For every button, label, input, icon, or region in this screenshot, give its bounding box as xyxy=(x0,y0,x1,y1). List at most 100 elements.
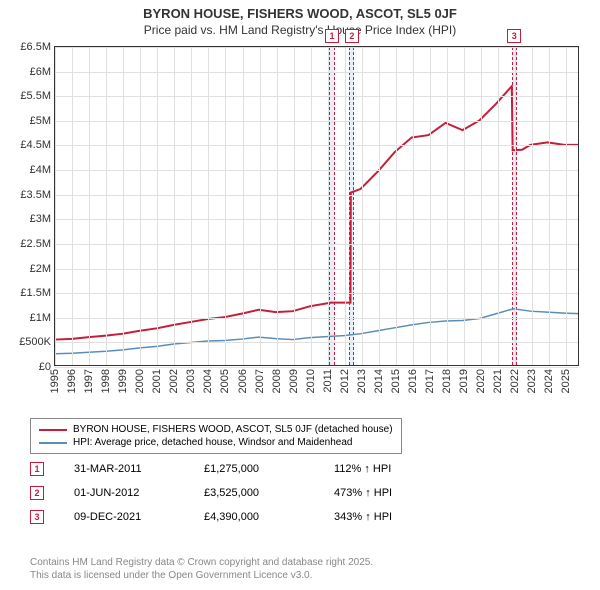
grid-line-v xyxy=(174,47,175,365)
grid-line-v xyxy=(413,47,414,365)
y-tick-label: £6M xyxy=(30,66,51,78)
grid-line-v xyxy=(396,47,397,365)
chart-area: £0£500K£1M£1.5M£2M£2.5M£3M£3.5M£4M£4.5M£… xyxy=(54,46,579,366)
marker-box: 3 xyxy=(507,29,521,43)
chart-title: BYRON HOUSE, FISHERS WOOD, ASCOT, SL5 0J… xyxy=(0,6,600,21)
event-date: 01-JUN-2012 xyxy=(74,487,174,499)
y-tick-label: £5.5M xyxy=(20,90,51,102)
x-tick-label: 2007 xyxy=(254,369,266,393)
grid-line-h xyxy=(55,96,578,97)
grid-line-h xyxy=(55,121,578,122)
series-property xyxy=(55,86,578,339)
grid-line-v xyxy=(447,47,448,365)
event-price: £3,525,000 xyxy=(204,487,304,499)
grid-line-v xyxy=(566,47,567,365)
grid-line-v xyxy=(481,47,482,365)
grid-line-v xyxy=(277,47,278,365)
x-tick-label: 2006 xyxy=(237,369,249,393)
event-row: 1 31-MAR-2011 £1,275,000 112% ↑ HPI xyxy=(30,462,434,476)
grid-line-h xyxy=(55,195,578,196)
event-marker: 3 xyxy=(30,510,44,524)
event-date: 31-MAR-2011 xyxy=(74,463,174,475)
event-pct: 473% ↑ HPI xyxy=(334,487,434,499)
x-tick-label: 2003 xyxy=(185,369,197,393)
x-tick-label: 1996 xyxy=(66,369,78,393)
grid-line-v xyxy=(106,47,107,365)
grid-line-v xyxy=(498,47,499,365)
x-tick-label: 2009 xyxy=(288,369,300,393)
grid-line-v xyxy=(515,47,516,365)
event-marker: 2 xyxy=(30,486,44,500)
event-price: £1,275,000 xyxy=(204,463,304,475)
y-tick-label: £1M xyxy=(30,312,51,324)
event-marker: 1 xyxy=(30,462,44,476)
grid-line-v xyxy=(157,47,158,365)
plot-region: £0£500K£1M£1.5M£2M£2.5M£3M£3.5M£4M£4.5M£… xyxy=(55,47,578,365)
grid-line-v xyxy=(140,47,141,365)
grid-line-v xyxy=(260,47,261,365)
y-tick-label: £4M xyxy=(30,164,51,176)
x-tick-label: 2019 xyxy=(458,369,470,393)
grid-line-h xyxy=(55,47,578,48)
x-tick-label: 2025 xyxy=(560,369,572,393)
x-tick-label: 2022 xyxy=(509,369,521,393)
event-date: 09-DEC-2021 xyxy=(74,511,174,523)
event-row: 309-DEC-2021£4,390,000343% ↑ HPI xyxy=(30,510,434,524)
grid-line-h xyxy=(55,342,578,343)
x-tick-label: 2014 xyxy=(373,369,385,393)
x-tick-label: 1997 xyxy=(83,369,95,393)
grid-line-v xyxy=(123,47,124,365)
x-tick-label: 2016 xyxy=(407,369,419,393)
legend-row: BYRON HOUSE, FISHERS WOOD, ASCOT, SL5 0J… xyxy=(39,423,393,436)
grid-line-h xyxy=(55,293,578,294)
grid-line-h xyxy=(55,367,578,368)
event-pct: 112% ↑ HPI xyxy=(334,463,434,475)
grid-line-v xyxy=(362,47,363,365)
x-tick-label: 2002 xyxy=(168,369,180,393)
marker-box: 2 xyxy=(345,29,359,43)
x-tick-label: 1998 xyxy=(100,369,112,393)
x-tick-label: 2004 xyxy=(202,369,214,393)
x-tick-label: 2011 xyxy=(322,369,334,393)
footer-line2: This data is licensed under the Open Gov… xyxy=(30,569,373,582)
grid-line-v xyxy=(208,47,209,365)
event-pct: 343% ↑ HPI xyxy=(334,511,434,523)
grid-line-v xyxy=(89,47,90,365)
y-tick-label: £3.5M xyxy=(20,189,51,201)
grid-line-h xyxy=(55,72,578,73)
grid-line-v xyxy=(294,47,295,365)
y-tick-label: £3M xyxy=(30,213,51,225)
y-tick-label: £500K xyxy=(19,336,51,348)
y-tick-label: £1.5M xyxy=(20,287,51,299)
x-tick-label: 2023 xyxy=(526,369,538,393)
event-table: 1 31-MAR-2011 £1,275,000 112% ↑ HPI 2 01-JUN-… xyxy=(30,462,434,534)
grid-line-v xyxy=(55,47,56,365)
x-tick-label: 2024 xyxy=(543,369,555,393)
grid-line-v xyxy=(311,47,312,365)
grid-line-v xyxy=(328,47,329,365)
grid-line-h xyxy=(55,244,578,245)
x-tick-label: 2001 xyxy=(151,369,163,393)
x-tick-label: 2015 xyxy=(390,369,402,393)
x-tick-label: 2017 xyxy=(424,369,436,393)
grid-line-h xyxy=(55,219,578,220)
grid-line-v xyxy=(549,47,550,365)
x-tick-label: 2013 xyxy=(356,369,368,393)
grid-line-h xyxy=(55,318,578,319)
event-row: 2 01-JUN-2012 £3,525,000 473% ↑ HPI xyxy=(30,486,434,500)
legend-swatch xyxy=(39,442,67,444)
y-tick-label: £5M xyxy=(30,115,51,127)
grid-line-v xyxy=(345,47,346,365)
y-tick-label: £6.5M xyxy=(20,41,51,53)
grid-line-v xyxy=(532,47,533,365)
legend-label: BYRON HOUSE, FISHERS WOOD, ASCOT, SL5 0J… xyxy=(73,424,393,435)
grid-line-v xyxy=(464,47,465,365)
x-tick-label: 2020 xyxy=(475,369,487,393)
legend: BYRON HOUSE, FISHERS WOOD, ASCOT, SL5 0J… xyxy=(30,418,402,454)
y-tick-label: £4.5M xyxy=(20,139,51,151)
grid-line-v xyxy=(72,47,73,365)
x-tick-label: 2018 xyxy=(441,369,453,393)
legend-row: HPI: Average price, detached house, Wind… xyxy=(39,436,393,449)
x-tick-label: 2021 xyxy=(492,369,504,393)
x-tick-label: 1999 xyxy=(117,369,129,393)
